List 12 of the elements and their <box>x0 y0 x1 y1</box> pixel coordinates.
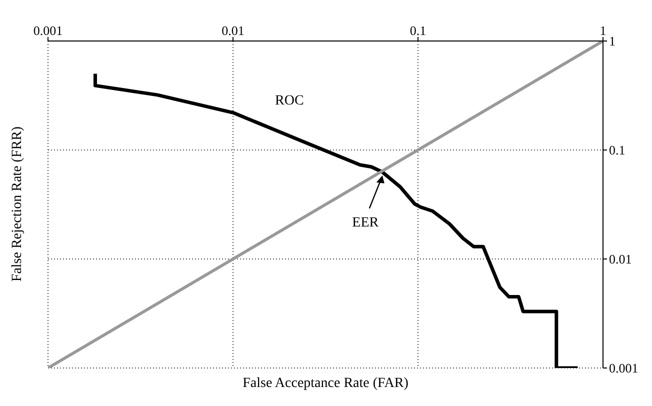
annotation: EER <box>352 215 380 230</box>
x-axis-title: False Acceptance Rate (FAR) <box>242 376 410 392</box>
y-tick-label: 1 <box>609 34 616 49</box>
x-tick-label: 1 <box>600 23 606 38</box>
x-tick-label: 0.1 <box>410 23 426 38</box>
x-tick-label: 0.01 <box>222 23 244 38</box>
series-label: ROC <box>275 94 304 109</box>
y-tick-label: 0.001 <box>609 360 638 376</box>
y-tick-label: 0.1 <box>609 142 626 158</box>
y-axis-title: False Rejection Rate (FRR) <box>10 126 26 282</box>
y-tick-label: 0.01 <box>609 252 632 267</box>
x-tick-label: 0.001 <box>33 23 63 38</box>
